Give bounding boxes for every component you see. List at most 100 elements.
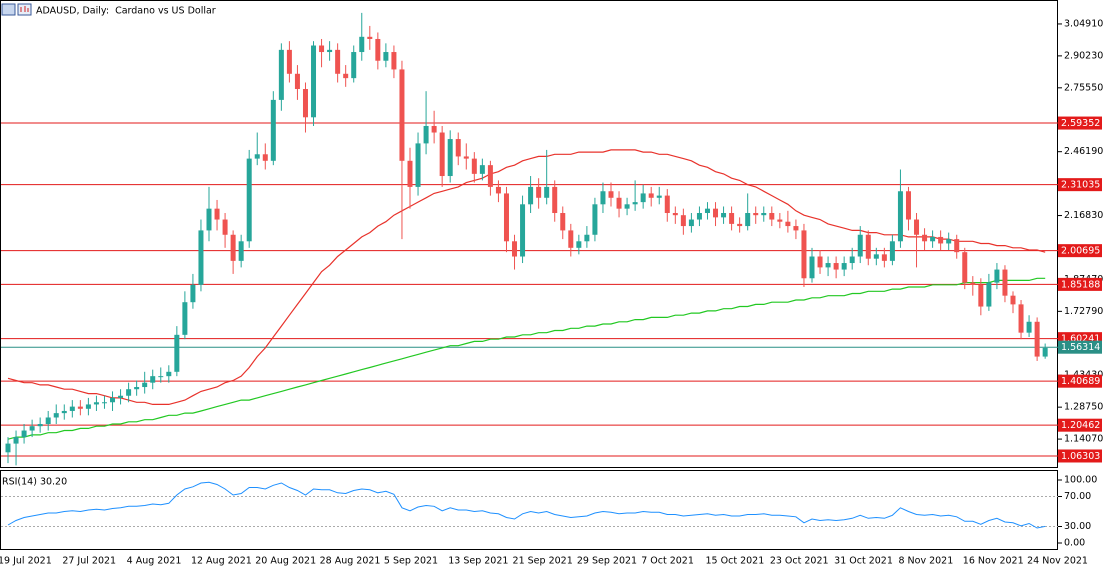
y-tick-label: 3.04910 [1064, 18, 1103, 29]
candle-body [512, 241, 518, 257]
level-line-label: 2.59352 [1061, 118, 1100, 129]
candle-body [110, 397, 116, 403]
candle-body [479, 165, 485, 174]
candle-body [1042, 347, 1048, 357]
candle-body [174, 334, 180, 372]
candle-body [262, 154, 268, 161]
price-line-label-bg [1058, 340, 1102, 354]
candle-body [704, 208, 710, 214]
candle-body [246, 158, 252, 242]
x-tick-label: 8 Nov 2021 [898, 556, 953, 567]
candle-body [688, 219, 694, 227]
level-line-label: 1.85188 [1061, 279, 1100, 290]
candle-body [672, 213, 678, 216]
candle-body [142, 382, 148, 388]
candle-body [45, 417, 51, 425]
candle-body [471, 158, 477, 174]
candle-body [134, 387, 140, 390]
candle-body [69, 406, 75, 411]
candle-body [367, 36, 373, 39]
candle-body [190, 284, 196, 303]
chart-title: ADAUSD, Daily: Cardano vs US Dollar [36, 6, 216, 17]
candle-body [423, 125, 429, 144]
candle-body [632, 202, 638, 205]
candle-body [463, 156, 469, 159]
candle-body [889, 241, 895, 261]
candle-body [351, 52, 357, 79]
candle-body [29, 426, 35, 431]
y-tick-label: 100.00 [1064, 475, 1097, 486]
x-tick-label: 24 Nov 2021 [1027, 556, 1088, 567]
candle-body [946, 239, 952, 244]
candle-body [270, 99, 276, 161]
candle-body [278, 49, 284, 100]
x-tick-label: 27 Jul 2021 [62, 556, 116, 567]
candle-body [222, 219, 228, 235]
level-line-label: 1.20462 [1061, 420, 1100, 431]
candle-body [520, 204, 526, 257]
candle-body [680, 215, 686, 227]
candle-body [286, 49, 292, 74]
candle-body [576, 241, 582, 248]
candle-body [495, 186, 501, 194]
candle-body [93, 402, 99, 405]
candle-body [801, 230, 807, 279]
candle-body [753, 213, 759, 216]
candle-body [391, 52, 397, 70]
candle-body [729, 213, 735, 224]
rsi-line [7, 481, 1046, 529]
candle-body [399, 69, 405, 161]
candle-body [503, 193, 509, 242]
y-tick-label: 2.46190 [1064, 146, 1103, 157]
candle-body [544, 186, 550, 198]
candle-body [528, 186, 534, 205]
candle-body [1002, 269, 1008, 296]
candle-body [415, 143, 421, 187]
candle-body [439, 132, 445, 177]
candle-body [552, 186, 558, 214]
window-icons [1, 3, 32, 16]
candle-body [206, 208, 212, 231]
candle-body [375, 38, 381, 61]
level-line-label: 1.60241 [1061, 334, 1100, 345]
x-tick-label: 23 Oct 2021 [770, 556, 829, 567]
x-tick-label: 13 Sep 2021 [448, 556, 508, 567]
y-tick-label: 2.16830 [1064, 210, 1103, 221]
candle-body [954, 239, 960, 253]
candle-body [865, 234, 871, 259]
candle-body [994, 269, 1000, 283]
rsi-frame [0, 470, 1058, 550]
plot-area [1, 12, 1058, 529]
level-line-label-bg [1058, 244, 1102, 258]
main-frame [0, 0, 1058, 468]
candle-body [327, 49, 333, 53]
x-tick-label: 12 Aug 2021 [191, 556, 252, 567]
candle-body [970, 282, 976, 285]
candle-body [319, 45, 325, 53]
candle-body [311, 45, 317, 118]
candle-body [881, 254, 887, 261]
level-line-label: 2.00695 [1061, 246, 1100, 257]
candle-body [592, 204, 598, 235]
candle-body [21, 430, 27, 438]
candle-body [624, 204, 630, 209]
candle-body [568, 230, 574, 248]
candle-body [769, 213, 775, 220]
level-line-label-bg [1058, 374, 1102, 388]
candle-body [745, 213, 751, 227]
y-tick-label: 2.75550 [1064, 82, 1103, 93]
candle-body [383, 52, 389, 61]
candle-body [407, 160, 413, 187]
candle-body [238, 241, 244, 261]
candle-body [536, 186, 542, 198]
moving-average [7, 277, 1046, 440]
candle-body [230, 234, 236, 261]
candle-body [616, 197, 622, 209]
candle-body [938, 236, 944, 244]
candle-body [431, 125, 437, 133]
y-tick-label: 1.28750 [1064, 402, 1103, 413]
candle-body [721, 213, 727, 218]
candle-body [785, 221, 791, 227]
candle-body [61, 410, 67, 414]
x-tick-label: 7 Oct 2021 [641, 556, 694, 567]
